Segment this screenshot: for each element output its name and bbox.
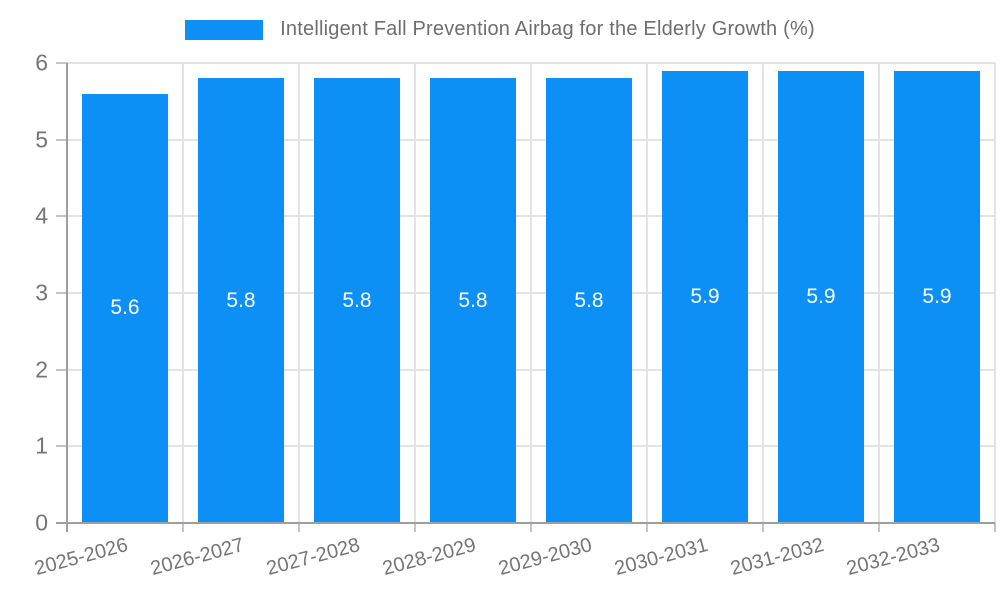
y-tick-mark	[56, 215, 67, 218]
y-axis-tick-label: 1	[35, 432, 48, 459]
bar[interactable]: 5.6	[82, 93, 168, 523]
legend-swatch	[185, 19, 264, 40]
x-axis-tick-label: 2025-2026	[32, 534, 131, 581]
x-axis-tick-label: 2029-2030	[496, 534, 595, 581]
x-axis-tick-label: 2032-2033	[844, 534, 943, 581]
bar-slot: 5.8	[415, 63, 531, 523]
gridline-vertical	[762, 63, 764, 523]
bar-value-label: 5.6	[110, 296, 140, 320]
y-tick-mark	[56, 368, 67, 371]
chart-legend: Intelligent Fall Prevention Airbag for t…	[0, 18, 1000, 41]
bar-value-label: 5.8	[574, 288, 604, 312]
bar[interactable]: 5.9	[778, 70, 864, 523]
x-axis-tick-label: 2027-2028	[264, 534, 363, 581]
gridline-vertical	[646, 63, 648, 523]
bar-slot: 5.8	[531, 63, 647, 523]
bar[interactable]: 5.8	[314, 78, 400, 523]
bar-slot: 5.9	[647, 63, 763, 523]
x-tick-mark	[878, 523, 880, 532]
y-axis-labels: 0 1 2 3 4 5 6	[0, 50, 55, 536]
x-axis-tick-label: 2030-2031	[612, 534, 711, 581]
gridline-vertical	[182, 63, 184, 523]
y-tick-mark	[56, 445, 67, 448]
bar-slot: 5.9	[879, 63, 995, 523]
y-axis-tick-label: 6	[35, 49, 48, 76]
bar[interactable]: 5.9	[894, 70, 980, 523]
y-tick-mark	[56, 138, 67, 141]
bar-value-label: 5.9	[806, 284, 836, 308]
bar[interactable]: 5.8	[546, 78, 632, 523]
legend-item[interactable]: Intelligent Fall Prevention Airbag for t…	[185, 18, 815, 41]
y-axis-line	[66, 63, 68, 532]
x-tick-mark	[182, 523, 184, 532]
bar-value-label: 5.9	[690, 284, 720, 308]
gridline-vertical	[414, 63, 416, 523]
bar[interactable]: 5.8	[430, 78, 516, 523]
x-axis-line	[56, 522, 995, 524]
gridline-vertical	[298, 63, 300, 523]
chart-title: Intelligent Fall Prevention Airbag for t…	[280, 18, 815, 40]
bar-value-label: 5.8	[226, 288, 256, 312]
y-axis-tick-label: 4	[35, 202, 48, 229]
x-tick-mark	[994, 523, 996, 532]
bar-slot: 5.8	[299, 63, 415, 523]
x-axis-tick-label: 2026-2027	[148, 534, 247, 581]
bar-value-label: 5.9	[922, 284, 952, 308]
gridline-vertical	[878, 63, 880, 523]
bar[interactable]: 5.9	[662, 70, 748, 523]
y-axis-tick-label: 3	[35, 279, 48, 306]
bar-slot: 5.6	[67, 63, 183, 523]
bar[interactable]: 5.8	[198, 78, 284, 523]
y-axis-tick-label: 5	[35, 126, 48, 153]
bar-value-label: 5.8	[458, 288, 488, 312]
x-axis-tick-label: 2031-2032	[728, 534, 827, 581]
x-tick-mark	[646, 523, 648, 532]
x-axis-tick-label: 2028-2029	[380, 534, 479, 581]
y-axis-tick-label: 2	[35, 356, 48, 383]
x-tick-mark	[414, 523, 416, 532]
bar-slot: 5.9	[763, 63, 879, 523]
x-tick-mark	[298, 523, 300, 532]
bar-slot: 5.8	[183, 63, 299, 523]
x-axis-labels: 2025-2026 2026-2027 2027-2028 2028-2029 2029…	[33, 531, 995, 600]
x-tick-mark	[530, 523, 532, 532]
y-axis-tick-label: 0	[35, 509, 48, 536]
bar-value-label: 5.8	[342, 288, 372, 312]
gridline-vertical	[994, 63, 996, 523]
gridline-vertical	[530, 63, 532, 523]
y-tick-mark	[56, 292, 67, 294]
plot-area: 5.6 5.8 5.8 5.8 5.8 5.9 5.9 5.9	[56, 62, 996, 532]
x-tick-mark	[762, 523, 764, 532]
y-tick-mark	[56, 62, 67, 64]
